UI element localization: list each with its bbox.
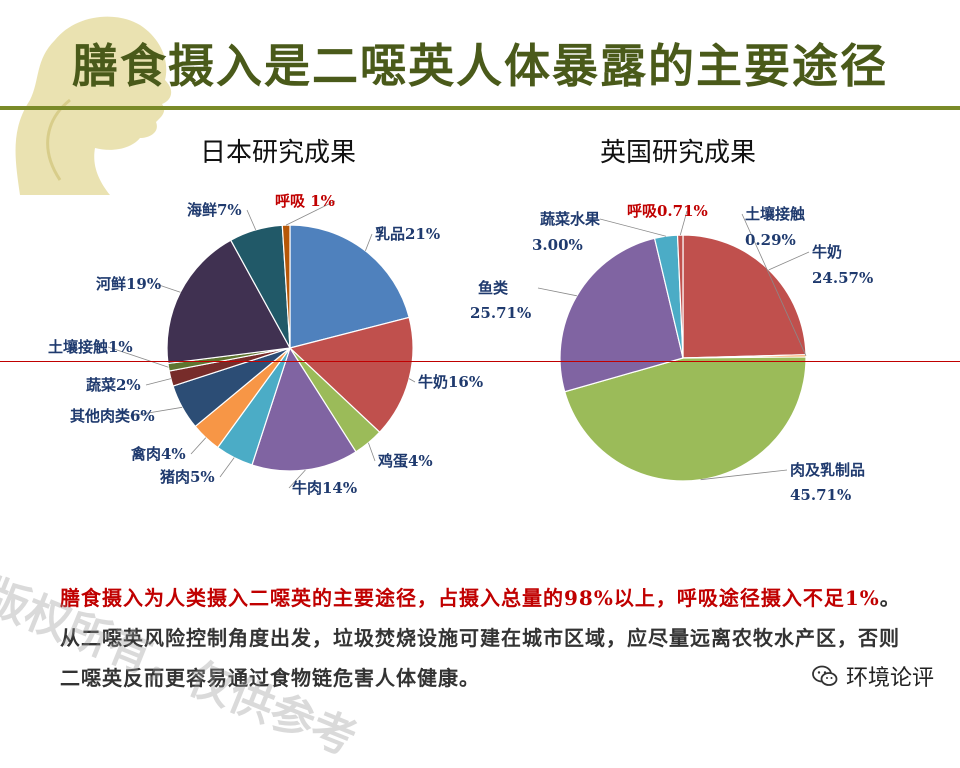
leader-line-uk-2 [700, 469, 788, 481]
leader-line-jp-4 [219, 457, 235, 478]
leader-line-jp-7 [145, 378, 171, 386]
leader-line-uk-4 [599, 218, 667, 237]
horizontal-guide-line [0, 361, 960, 362]
pie-slice-uk-0 [682, 234, 807, 359]
pie-charts: 乳品21% 牛奶16% 鸡蛋4% 牛肉14% 猪肉5% 禽肉4% 其他肉类6% 蔬菜2% 土壤接… [48, 192, 873, 504]
slice-value-uk-0: 24.57% [812, 269, 873, 287]
summary-note-highlight: 膳食摄入为人类摄入二噁英的主要途径，占摄入总量的98%以上，呼吸途径摄入不足1% [60, 586, 880, 610]
brand-name: 环境论评 [845, 666, 934, 691]
slice-value-uk-1: 0.29% [745, 231, 796, 249]
slice-label-jp-6: 其他肉类6% [70, 407, 155, 425]
leader-line-jp-3 [288, 469, 306, 489]
slice-label-uk-1: 土壤接触 [745, 205, 805, 223]
summary-note-body: 。从二噁英风险控制角度出发，垃圾焚烧设施可建在城市区域，应尽量远离农牧水产区，否… [60, 586, 901, 690]
uk-chart-title: 英国研究成果 [600, 138, 757, 168]
brand-logo: 环境论评 [812, 660, 934, 692]
leader-line-jp-0 [365, 233, 373, 251]
leader-line-jp-10 [246, 209, 257, 231]
leader-line-uk-3 [537, 287, 577, 297]
page-title: 膳食摄入是二噁英人体暴露的主要途径 [72, 39, 888, 93]
title-divider [0, 106, 960, 110]
slice-value-uk-4: 3.00% [532, 236, 583, 254]
slice-label-jp-3: 牛肉14% [292, 479, 357, 497]
slice-label-jp-5: 禽肉4% [130, 445, 186, 463]
japan-chart-title: 日本研究成果 [200, 138, 357, 168]
summary-note: 膳食摄入为人类摄入二噁英的主要途径，占摄入总量的98%以上，呼吸途径摄入不足1%… [60, 578, 920, 698]
leader-line-jp-5 [190, 437, 207, 455]
leader-line-uk-1 [741, 213, 807, 356]
slice-label-uk-4: 蔬菜水果 [540, 210, 601, 228]
pie-slice-uk-2 [563, 356, 807, 482]
slice-label-jp-8: 土壤接触1% [48, 338, 133, 356]
leader-line-jp-11 [285, 200, 336, 226]
slice-label-jp-2: 鸡蛋4% [377, 452, 433, 470]
slice-label-jp-7: 蔬菜2% [86, 376, 141, 394]
slice-label-uk-5: 呼吸0.71% [627, 202, 708, 220]
leader-line-jp-6 [129, 406, 183, 417]
slice-value-uk-3: 25.71% [470, 304, 531, 322]
leader-line-jp-1 [408, 378, 416, 383]
slice-label-jp-11: 呼吸 1% [275, 192, 335, 210]
leader-line-uk-5 [679, 210, 688, 236]
pie-slice-jp-0 [289, 224, 410, 349]
slice-label-uk-3: 鱼类 [478, 279, 509, 297]
slice-label-jp-0: 乳品21% [375, 225, 440, 243]
wechat-icon [812, 665, 838, 686]
leader-line-jp-2 [368, 442, 376, 462]
slice-label-jp-1: 牛奶16% [418, 373, 483, 391]
leader-line-uk-0 [768, 251, 810, 271]
slice-label-jp-10: 海鲜7% [187, 201, 242, 219]
pie-slice-uk-5 [676, 234, 684, 359]
slice-label-uk-2: 肉及乳制品 [790, 461, 865, 479]
slice-label-jp-4: 猪肉5% [159, 468, 215, 486]
leader-line-jp-9 [155, 283, 181, 293]
slice-value-uk-2: 45.71% [790, 486, 851, 504]
slice-label-jp-9: 河鲜19% [96, 275, 161, 293]
leader-line-jp-8 [107, 346, 169, 368]
slice-label-uk-0: 牛奶 [812, 243, 842, 261]
